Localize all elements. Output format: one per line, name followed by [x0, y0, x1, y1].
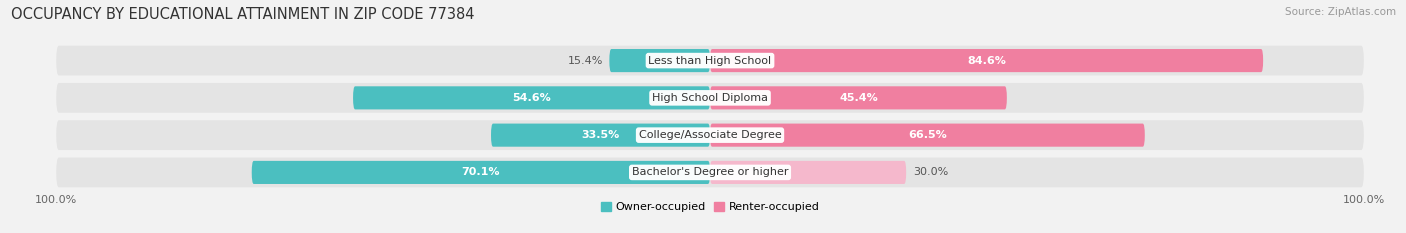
FancyBboxPatch shape: [353, 86, 710, 110]
Text: 33.5%: 33.5%: [582, 130, 620, 140]
FancyBboxPatch shape: [710, 49, 1263, 72]
FancyBboxPatch shape: [56, 83, 1364, 113]
FancyBboxPatch shape: [491, 123, 710, 147]
Text: Source: ZipAtlas.com: Source: ZipAtlas.com: [1285, 7, 1396, 17]
Text: High School Diploma: High School Diploma: [652, 93, 768, 103]
Text: 66.5%: 66.5%: [908, 130, 946, 140]
FancyBboxPatch shape: [710, 86, 1007, 110]
FancyBboxPatch shape: [710, 123, 1144, 147]
Text: Less than High School: Less than High School: [648, 56, 772, 65]
Legend: Owner-occupied, Renter-occupied: Owner-occupied, Renter-occupied: [600, 202, 820, 212]
Text: 70.1%: 70.1%: [461, 168, 501, 177]
FancyBboxPatch shape: [609, 49, 710, 72]
Text: College/Associate Degree: College/Associate Degree: [638, 130, 782, 140]
Text: 15.4%: 15.4%: [568, 56, 603, 65]
Text: 45.4%: 45.4%: [839, 93, 877, 103]
Text: 54.6%: 54.6%: [512, 93, 551, 103]
FancyBboxPatch shape: [56, 120, 1364, 150]
FancyBboxPatch shape: [56, 46, 1364, 75]
Text: 30.0%: 30.0%: [912, 168, 948, 177]
Text: Bachelor's Degree or higher: Bachelor's Degree or higher: [631, 168, 789, 177]
Text: OCCUPANCY BY EDUCATIONAL ATTAINMENT IN ZIP CODE 77384: OCCUPANCY BY EDUCATIONAL ATTAINMENT IN Z…: [11, 7, 475, 22]
FancyBboxPatch shape: [252, 161, 710, 184]
FancyBboxPatch shape: [710, 161, 905, 184]
Text: 84.6%: 84.6%: [967, 56, 1007, 65]
FancyBboxPatch shape: [56, 158, 1364, 187]
